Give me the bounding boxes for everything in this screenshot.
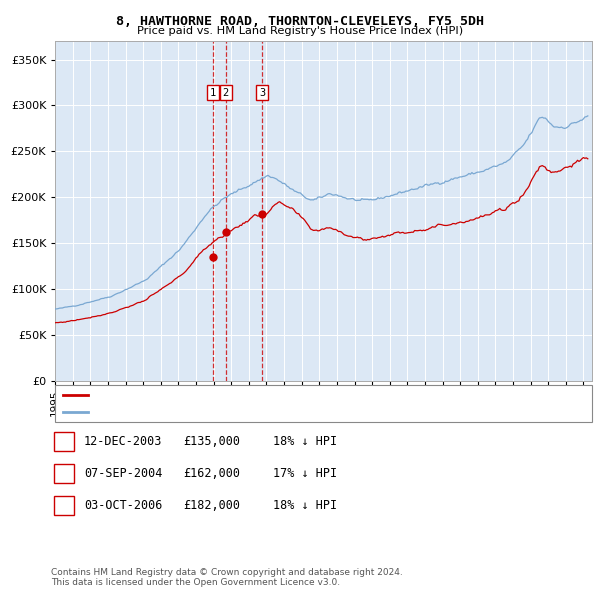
Text: 18% ↓ HPI: 18% ↓ HPI bbox=[273, 499, 337, 512]
Text: 18% ↓ HPI: 18% ↓ HPI bbox=[273, 435, 337, 448]
Text: Contains HM Land Registry data © Crown copyright and database right 2024.
This d: Contains HM Land Registry data © Crown c… bbox=[51, 568, 403, 587]
Text: 03-OCT-2006: 03-OCT-2006 bbox=[84, 499, 163, 512]
Text: 17% ↓ HPI: 17% ↓ HPI bbox=[273, 467, 337, 480]
Text: 12-DEC-2003: 12-DEC-2003 bbox=[84, 435, 163, 448]
Text: 07-SEP-2004: 07-SEP-2004 bbox=[84, 467, 163, 480]
Text: HPI: Average price, detached house, Wyre: HPI: Average price, detached house, Wyre bbox=[93, 407, 338, 417]
Text: £135,000: £135,000 bbox=[183, 435, 240, 448]
Text: 8, HAWTHORNE ROAD, THORNTON-CLEVELEYS, FY5 5DH (detached house): 8, HAWTHORNE ROAD, THORNTON-CLEVELEYS, F… bbox=[93, 390, 479, 400]
Text: 1: 1 bbox=[61, 435, 67, 448]
Text: 2: 2 bbox=[61, 467, 67, 480]
Text: £162,000: £162,000 bbox=[183, 467, 240, 480]
Text: £182,000: £182,000 bbox=[183, 499, 240, 512]
Text: 2: 2 bbox=[223, 88, 229, 98]
Text: Price paid vs. HM Land Registry's House Price Index (HPI): Price paid vs. HM Land Registry's House … bbox=[137, 26, 463, 36]
Text: 3: 3 bbox=[259, 88, 265, 98]
Text: 1: 1 bbox=[209, 88, 216, 98]
Text: 8, HAWTHORNE ROAD, THORNTON-CLEVELEYS, FY5 5DH: 8, HAWTHORNE ROAD, THORNTON-CLEVELEYS, F… bbox=[116, 15, 484, 28]
Text: 3: 3 bbox=[61, 499, 67, 512]
